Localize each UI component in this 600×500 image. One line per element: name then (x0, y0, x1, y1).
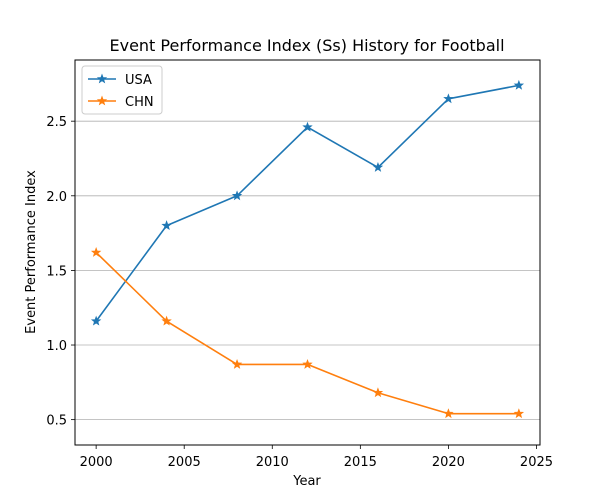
y-axis-label: Event Performance Index (24, 170, 39, 334)
data-point-chn (443, 408, 454, 419)
x-tick-label: 2000 (80, 455, 113, 470)
plot-frame (74, 59, 541, 446)
data-point-usa (90, 315, 102, 326)
data-point-chn (231, 358, 243, 369)
x-tick-label: 2005 (168, 455, 201, 470)
series-layer (90, 79, 525, 419)
legend-label-chn: CHN (125, 95, 154, 110)
data-point-usa (231, 190, 243, 201)
legend-marker-usa (96, 73, 108, 84)
data-point-usa (513, 79, 525, 90)
chart-title: Event Performance Index (Ss) History for… (109, 36, 504, 55)
x-tick-label: 2015 (344, 455, 377, 470)
data-point-chn (161, 315, 172, 326)
x-axis-label: Year (292, 474, 321, 489)
legend: USA CHN (81, 65, 163, 115)
y-tick-label: 2.0 (46, 190, 67, 205)
y-tick-label: 2.5 (46, 115, 67, 130)
data-point-chn (513, 408, 525, 419)
data-point-chn (302, 358, 313, 369)
y-tick-label: 1.0 (46, 339, 67, 354)
data-point-chn (90, 247, 102, 257)
data-point-usa (302, 121, 313, 132)
y-tick-label: 1.5 (46, 264, 67, 279)
x-tick-label: 2025 (520, 455, 553, 470)
data-point-usa (443, 93, 454, 104)
gridlines (75, 120, 540, 421)
x-tick-label: 2020 (432, 455, 465, 470)
x-tick-label: 2010 (256, 455, 289, 470)
y-tick-label: 0.5 (46, 414, 67, 429)
legend-label-usa: USA (125, 73, 152, 88)
axis-ticks: 2000 2005 2010 2015 2020 2025 0.5 1.0 1.5 2.0 2.5 (46, 115, 553, 470)
data-point-chn (372, 387, 384, 398)
legend-marker-chn (96, 95, 108, 106)
data-point-usa (161, 220, 172, 231)
data-point-usa (372, 161, 384, 172)
